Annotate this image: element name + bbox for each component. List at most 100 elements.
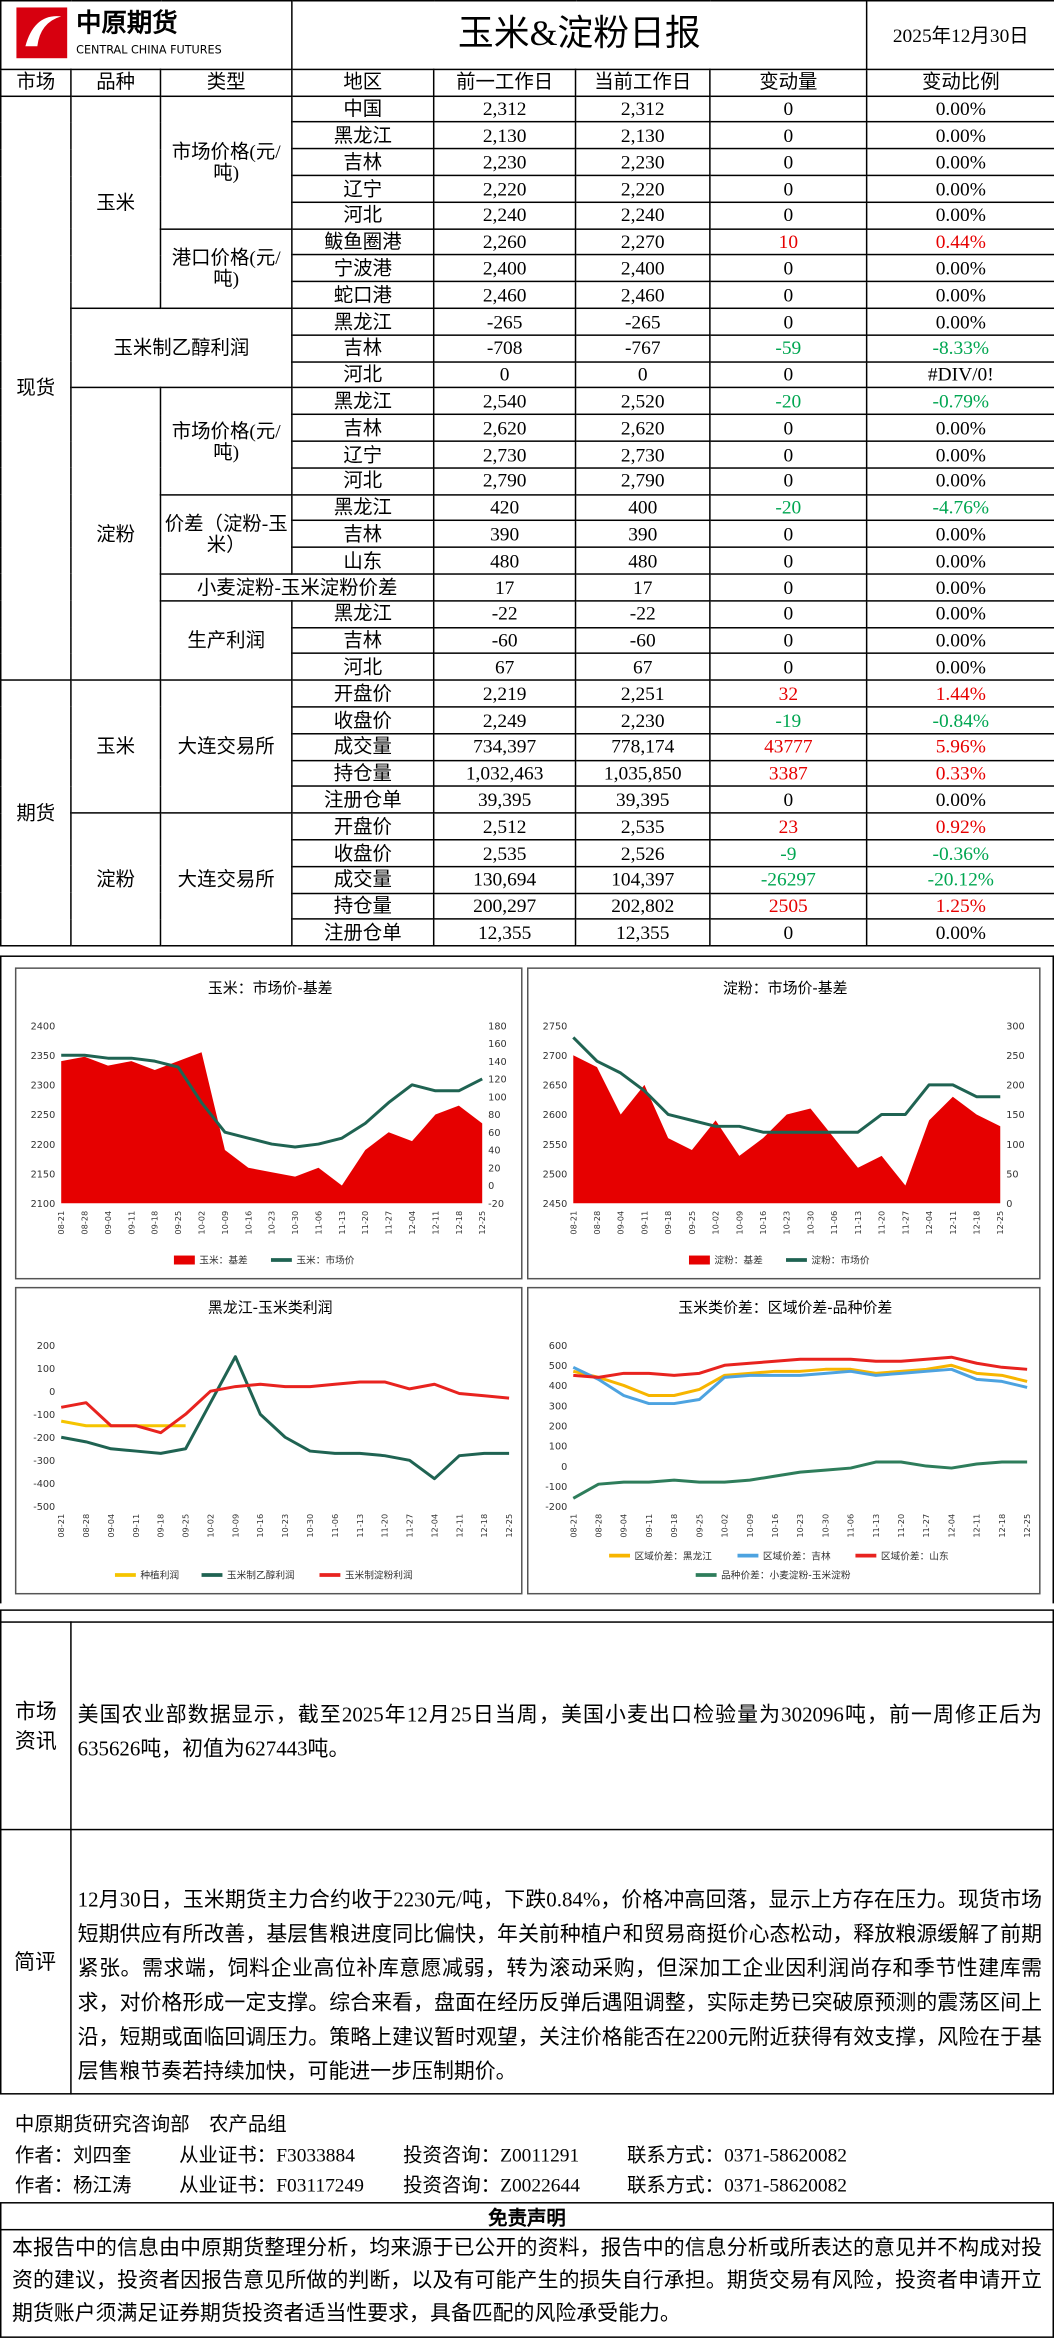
region: 收盘价: [291, 706, 435, 735]
value-curr: 2,526: [574, 838, 711, 868]
y-tick-label: -200: [33, 1433, 55, 1444]
x-tick-label: 12-04: [946, 1514, 956, 1538]
x-tick-label: 10-02: [720, 1514, 730, 1538]
value-change: 0: [709, 652, 868, 682]
region: 辽宁: [291, 174, 435, 203]
value-pct: 0.00%: [866, 307, 1054, 336]
x-tick-label: 12-11: [948, 1211, 958, 1235]
x-tick-label: 10-16: [770, 1514, 780, 1538]
x-tick-label: 10-09: [734, 1211, 744, 1235]
region: 黑龙江: [291, 121, 435, 150]
x-tick-label: 12-25: [995, 1211, 1005, 1235]
value-prev: 2,230: [432, 148, 577, 177]
x-tick-label: 08-21: [568, 1514, 578, 1538]
chart: 玉米：市场价-基差 2100 2150 2200 2250 2300 2350 2400 -20…: [14, 967, 523, 1280]
value-change: 0: [709, 626, 868, 655]
author-contact: 联系方式：0371-58620082: [627, 2143, 847, 2167]
value-change: 23: [709, 812, 868, 841]
column-header: 变动比例: [866, 68, 1054, 97]
comment-label: 简评: [14, 1952, 56, 1976]
news-text: 美国农业部数据显示，截至2025年12月25日当周，美国小麦出口检验量为3020…: [77, 1704, 1043, 1762]
author-name: 作者：杨江涛: [14, 2173, 132, 2197]
data-row: 成交量 734,397 778,174 43777 5.96%: [1, 732, 1054, 761]
value-curr: 2,240: [574, 201, 711, 230]
x-tick-label: 09-25: [181, 1514, 191, 1538]
value-curr: -265: [574, 307, 711, 336]
value-change: -20: [709, 387, 868, 416]
x-tick-label: 09-04: [619, 1514, 629, 1538]
y-tick-label: 2750: [543, 1021, 568, 1032]
x-tick-label: 10-02: [197, 1211, 207, 1235]
value-pct: -4.76%: [866, 493, 1054, 522]
x-tick-label: 12-04: [429, 1514, 439, 1538]
value-pct: 0.00%: [866, 520, 1054, 549]
y-tick-label: 200: [37, 1341, 56, 1352]
y-tick-label: 2400: [31, 1021, 56, 1032]
value-curr: 202,802: [574, 892, 711, 921]
line: [572, 1036, 1001, 1134]
value-prev: 17: [432, 573, 577, 602]
chart: 淀粉：市场价-基差 2450 2500 2550 2600 2650 2700 2750 0 50…: [527, 967, 1041, 1280]
y-tick-label: 2150: [31, 1169, 56, 1180]
y2-tick-label: 120: [488, 1075, 507, 1086]
value-curr: 778,174: [574, 732, 711, 761]
y-tick-label: -300: [33, 1456, 55, 1467]
region: 成交量: [291, 865, 435, 894]
chart-area: [0, 955, 1054, 1604]
y-tick-label: 2100: [31, 1199, 56, 1210]
chart: 玉米类价差：区域价差-品种价差 -200 -100 0 100 200 300 400 500 6…: [527, 1286, 1041, 1595]
value-prev: 480: [432, 546, 577, 575]
value-prev: 2,535: [432, 838, 577, 868]
comment-text: 12月30日，玉米期货主力合约收于2230元/吨，下跌0.84%，价格冲高回落，…: [77, 1890, 1043, 2085]
value-curr: 2,400: [574, 254, 711, 283]
region: 黑龙江: [291, 493, 435, 522]
value-pct: 0.00%: [866, 254, 1054, 283]
line: [60, 1380, 510, 1435]
y-tick-label: 0: [49, 1387, 55, 1398]
x-tick-label: 10-16: [243, 1211, 253, 1235]
value-prev: 2,512: [432, 812, 577, 841]
value-prev: 390: [432, 520, 577, 549]
data-row: 价差（淀粉-玉米） 黑龙江 420 400 -20 -4.76%: [1, 493, 1054, 575]
region: 宁波港: [291, 254, 435, 283]
data-row: 注册仓单 12,355 12,355 0 0.00%: [1, 918, 1054, 947]
value-change: 0: [709, 546, 868, 575]
y2-tick-label: 50: [1006, 1169, 1018, 1180]
y2-tick-label: 200: [1006, 1081, 1025, 1092]
x-tick-label: 11-20: [360, 1211, 370, 1235]
x-tick-label: 08-21: [568, 1211, 578, 1235]
x-tick-label: 12-18: [454, 1211, 464, 1235]
value-prev: 39,395: [432, 785, 577, 814]
y-tick-label: 300: [549, 1401, 568, 1412]
info-box: [0, 1609, 1054, 2095]
line: [60, 1355, 510, 1481]
y-tick-label: 2550: [543, 1140, 568, 1151]
y2-tick-label: 150: [1006, 1110, 1025, 1121]
value-change: 0: [709, 148, 868, 177]
data-row: 期货 玉米 大连交易所 开盘价 2,219 2,251 32 1.44%: [0, 679, 1054, 947]
value-curr: -767: [574, 334, 711, 363]
value-pct: 0.00%: [866, 573, 1054, 602]
x-tick-label: 12-11: [454, 1514, 464, 1538]
y-tick-label: -100: [545, 1482, 567, 1493]
value-curr: 2,251: [574, 679, 711, 708]
x-tick-label: 09-11: [126, 1211, 136, 1235]
region: 黑龙江: [291, 307, 435, 336]
legend-label: 品种价差：小麦淀粉-玉米淀粉: [721, 1569, 851, 1582]
value-pct: 0.00%: [866, 785, 1054, 814]
region: 黑龙江: [291, 599, 435, 628]
chart-title: 玉米类价差：区域价差-品种价差: [678, 1298, 892, 1316]
type: 价差（淀粉-玉米）: [159, 493, 293, 575]
x-tick-label: 12-04: [924, 1211, 934, 1235]
value-pct: -0.79%: [866, 387, 1054, 416]
value-curr: -60: [574, 626, 711, 655]
region: 吉林: [291, 520, 435, 549]
chart-title: 淀粉：市场价-基差: [723, 979, 848, 997]
data-row: 宁波港 2,400 2,400 0 0.00%: [1, 254, 1054, 283]
disclaimer-title: 免责声明: [488, 2205, 566, 2229]
logo-cell: 中原期货 CENTRAL CHINA FUTURES: [0, 0, 293, 70]
line: [572, 1460, 1028, 1500]
area: [61, 1052, 483, 1204]
x-tick-label: 11-13: [871, 1514, 881, 1538]
value-pct: 0.00%: [866, 918, 1054, 947]
